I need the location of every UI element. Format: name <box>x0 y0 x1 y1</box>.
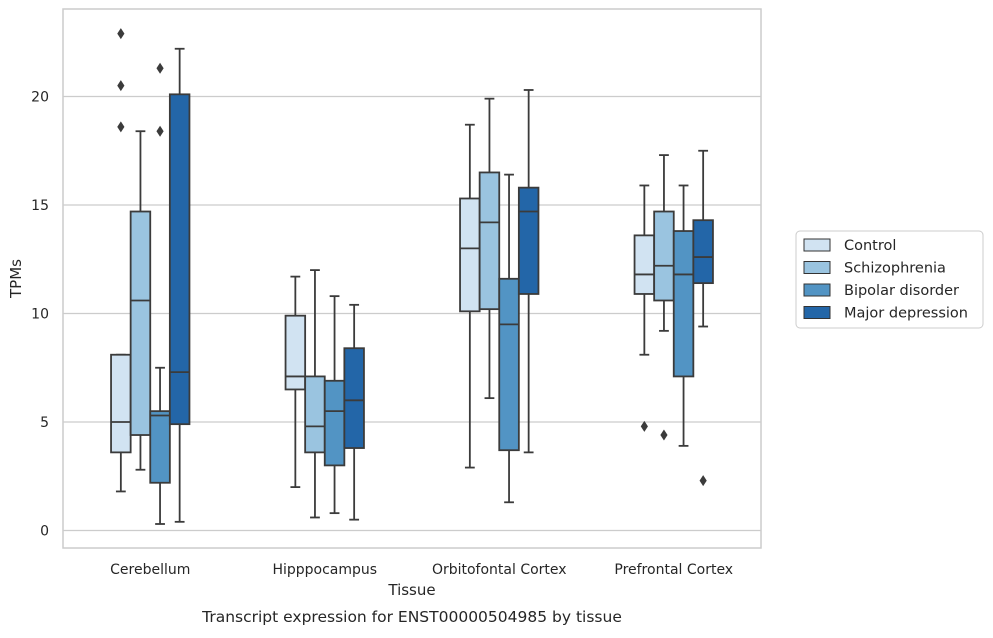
legend-label: Major depression <box>844 306 968 322</box>
box-body <box>517 186 540 295</box>
y-ticks: 0 5 10 15 20 <box>31 90 49 540</box>
box-control <box>110 28 132 493</box>
y-tick-label: 0 <box>40 524 49 540</box>
plot-frame <box>62 8 762 549</box>
box-body <box>304 375 326 454</box>
legend-box <box>795 230 984 329</box>
y-tick-label: 15 <box>31 198 49 214</box>
box-body <box>478 171 501 311</box>
box-bipolar-disorder <box>498 173 520 504</box>
box-body <box>498 277 520 452</box>
box-body <box>110 353 132 454</box>
legend: Control Schizophrenia Bipolar disorder Majo… <box>795 230 984 329</box>
boxes-layer <box>110 28 714 525</box>
legend-label: Schizophrenia <box>844 261 946 277</box>
box-body <box>149 410 171 484</box>
y-tick-label: 10 <box>31 307 49 323</box>
box-bipolar-disorder <box>672 184 695 447</box>
legend-swatch <box>803 238 831 252</box>
x-tick-label: Prefrontal Cortex <box>614 562 733 578</box>
box-major-depression <box>168 47 191 523</box>
box-schizophrenia <box>129 130 152 471</box>
outlier-point <box>117 28 125 40</box>
y-axis-label: TPMs <box>7 259 25 299</box>
legend-swatch <box>803 261 831 274</box>
box-bipolar-disorder <box>323 295 346 515</box>
box-body <box>633 234 656 295</box>
x-tick-label: Orbitofontal Cortex <box>432 562 567 578</box>
box-schizophrenia <box>478 97 501 400</box>
legend-label: Bipolar disorder <box>844 283 959 299</box>
box-major-depression <box>517 89 540 454</box>
box-major-depression <box>692 149 714 487</box>
box-control <box>459 123 481 469</box>
x-tick-label: Hipppocampus <box>272 562 377 578</box>
box-body <box>129 210 152 436</box>
outlier-point <box>117 121 125 133</box>
chart-caption: Transcript expression for ENST0000050498… <box>201 608 622 626</box>
y-tick-label: 20 <box>31 90 49 106</box>
outlier-point <box>156 62 164 74</box>
outlier-point <box>640 420 648 432</box>
box-body <box>323 379 346 467</box>
box-body <box>653 210 675 302</box>
outlier-point <box>156 125 164 137</box>
legend-swatch <box>803 306 831 319</box>
outlier-point <box>660 429 668 441</box>
outlier-point <box>117 80 125 92</box>
outlier-point <box>699 475 707 487</box>
box-body <box>459 197 481 313</box>
legend-swatch <box>803 283 831 297</box>
y-tick-label: 5 <box>40 415 49 431</box>
box-body <box>284 314 307 391</box>
box-bipolar-disorder <box>149 62 171 525</box>
box-control <box>633 184 656 432</box>
x-ticks: Cerebellum Hipppocampus Orbitofontal Corte… <box>110 562 733 578</box>
box-body <box>343 347 365 449</box>
legend-label: Control <box>844 238 896 254</box>
box-schizophrenia <box>653 154 675 441</box>
box-control <box>284 275 307 489</box>
box-major-depression <box>343 303 365 521</box>
x-tick-label: Cerebellum <box>110 562 190 578</box>
x-axis-label: Tissue <box>387 581 435 599</box>
box-body <box>672 230 695 378</box>
box-body <box>692 219 714 285</box>
box-schizophrenia <box>304 269 326 519</box>
box-body <box>168 93 191 426</box>
